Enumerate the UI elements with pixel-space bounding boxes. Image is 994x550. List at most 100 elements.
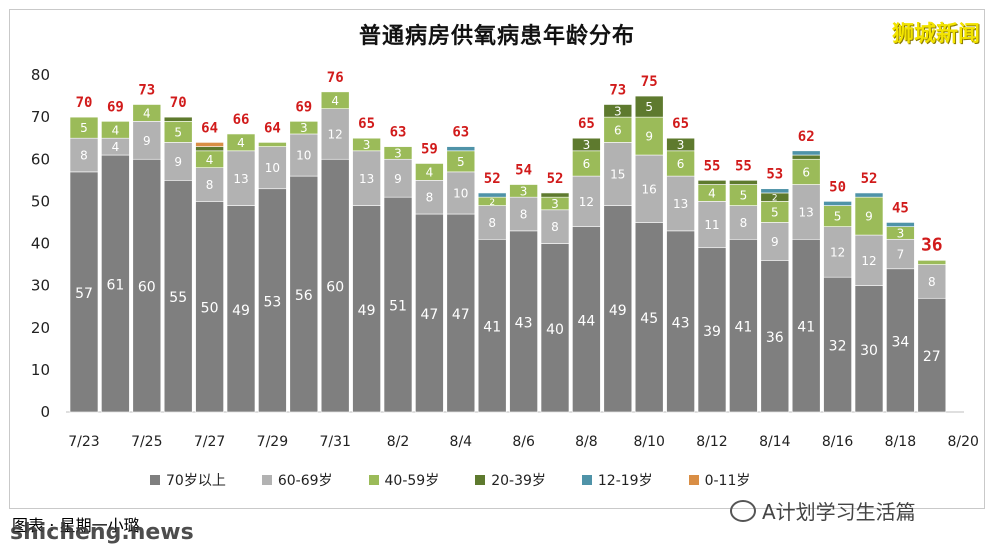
bar-data-label: 5 bbox=[645, 100, 653, 114]
bar-total-label: 65 bbox=[358, 116, 375, 132]
bar-segment bbox=[195, 201, 224, 413]
bar-data-label: 60 bbox=[138, 280, 156, 296]
bar-data-label: 12 bbox=[328, 128, 343, 142]
bar-segment bbox=[697, 247, 727, 413]
bar-segment bbox=[226, 205, 256, 413]
chart-credit: 图表 : 星期一小璐 bbox=[12, 516, 140, 535]
x-tick-label: 7/29 bbox=[257, 434, 288, 450]
bar-data-label: 56 bbox=[295, 288, 313, 304]
bar-data-label: 27 bbox=[923, 349, 941, 365]
legend-item-0-11: 0-11岁 bbox=[688, 470, 750, 490]
bar-data-label: 47 bbox=[452, 307, 470, 323]
bar-segment bbox=[540, 192, 570, 198]
y-tick-label: 60 bbox=[31, 150, 50, 168]
x-tick-label: 8/10 bbox=[633, 434, 664, 450]
y-tick-label: 10 bbox=[31, 361, 50, 379]
legend-label: 12-19岁 bbox=[597, 473, 653, 489]
bar-data-label: 57 bbox=[75, 286, 93, 302]
bar-segment bbox=[226, 150, 256, 206]
legend-swatch bbox=[475, 475, 486, 485]
bar-data-label: 53 bbox=[263, 294, 281, 310]
bar-segment bbox=[791, 238, 821, 413]
bar-data-label: 5 bbox=[80, 121, 88, 135]
site-watermark: shicheng.news bbox=[10, 520, 194, 545]
bar-data-label: 6 bbox=[802, 165, 810, 179]
legend-swatch bbox=[368, 475, 379, 485]
y-tick-label: 20 bbox=[31, 319, 50, 337]
bar-segment bbox=[320, 108, 350, 160]
bar-total-label: 64 bbox=[201, 120, 218, 136]
bar-segment bbox=[383, 158, 413, 198]
bar-segment bbox=[854, 285, 884, 413]
bar-segment bbox=[540, 243, 570, 413]
bar-total-label: 66 bbox=[233, 112, 250, 128]
bar-segment bbox=[446, 171, 476, 215]
bar-data-label: 32 bbox=[829, 339, 847, 355]
bar-data-label: 8 bbox=[206, 178, 214, 192]
bar-data-label: 8 bbox=[928, 275, 936, 289]
bar-segment bbox=[917, 297, 947, 413]
bar-data-label: 15 bbox=[610, 168, 625, 182]
x-tick-label: 7/31 bbox=[319, 434, 350, 450]
bar-total-label: 69 bbox=[107, 99, 124, 115]
bar-data-label: 49 bbox=[609, 303, 627, 319]
bar-total-label: 64 bbox=[264, 120, 281, 136]
bar-segment bbox=[603, 104, 633, 118]
bar-segment bbox=[352, 205, 381, 413]
bar-segment bbox=[352, 150, 381, 206]
bar-data-label: 44 bbox=[577, 313, 595, 329]
bar-data-label: 3 bbox=[551, 197, 559, 211]
bar-segment bbox=[917, 264, 947, 299]
bar-segment bbox=[666, 175, 695, 232]
bar-total-label: 65 bbox=[672, 116, 689, 132]
bar-segment bbox=[729, 180, 758, 185]
bar-data-label: 55 bbox=[169, 290, 187, 306]
bar-data-label: 4 bbox=[331, 94, 339, 108]
bar-data-label: 3 bbox=[614, 104, 622, 118]
bar-data-label: 13 bbox=[673, 197, 688, 211]
bar-segment bbox=[163, 116, 193, 122]
bar-segment bbox=[69, 137, 99, 173]
bar-data-label: 4 bbox=[708, 187, 716, 201]
bar-data-label: 41 bbox=[797, 320, 815, 336]
bar-data-label: 9 bbox=[174, 155, 182, 169]
bar-segment bbox=[101, 121, 130, 139]
bar-segment bbox=[69, 171, 99, 413]
bar-segment bbox=[195, 142, 224, 147]
bar-data-label: 8 bbox=[426, 191, 434, 205]
wechat-account: A计划学习生活篇 bbox=[730, 496, 916, 525]
legend-swatch bbox=[150, 475, 160, 485]
bar-segment bbox=[729, 205, 758, 240]
bar-total-label: 70 bbox=[170, 95, 187, 111]
bar-data-label: 6 bbox=[677, 157, 685, 171]
bar-data-label: 9 bbox=[645, 130, 653, 144]
bar-data-label: 9 bbox=[865, 210, 873, 224]
bar-segment bbox=[163, 142, 193, 181]
bar-segment bbox=[195, 146, 224, 152]
bar-segment bbox=[289, 175, 319, 413]
bar-total-label: 75 bbox=[641, 74, 658, 90]
bar-total-label: 52 bbox=[484, 171, 501, 187]
bar-data-label: 4 bbox=[426, 165, 434, 179]
x-tick-label: 7/25 bbox=[131, 434, 162, 450]
legend-swatch bbox=[688, 475, 699, 485]
legend-label: 20-39岁 bbox=[491, 473, 546, 489]
bar-data-label: 49 bbox=[358, 303, 376, 319]
bar-segment bbox=[823, 201, 852, 206]
y-tick-label: 40 bbox=[31, 235, 50, 253]
x-tick-label: 8/8 bbox=[575, 434, 598, 450]
bar-segment bbox=[666, 137, 695, 152]
bar-total-label: 69 bbox=[295, 99, 312, 115]
bar-segment bbox=[540, 209, 570, 244]
bar-segment bbox=[258, 146, 287, 190]
bar-segment bbox=[603, 205, 633, 413]
bar-segment bbox=[132, 158, 162, 413]
bar-total-label: 45 bbox=[892, 200, 909, 216]
legend-swatch bbox=[581, 475, 592, 485]
bar-data-label: 39 bbox=[703, 324, 721, 340]
bar-data-label: 11 bbox=[704, 218, 719, 232]
bar-data-label: 49 bbox=[232, 303, 250, 319]
bar-data-label: 4 bbox=[112, 140, 120, 154]
bar-data-label: 3 bbox=[394, 146, 402, 160]
bar-total-label: 50 bbox=[829, 179, 846, 195]
